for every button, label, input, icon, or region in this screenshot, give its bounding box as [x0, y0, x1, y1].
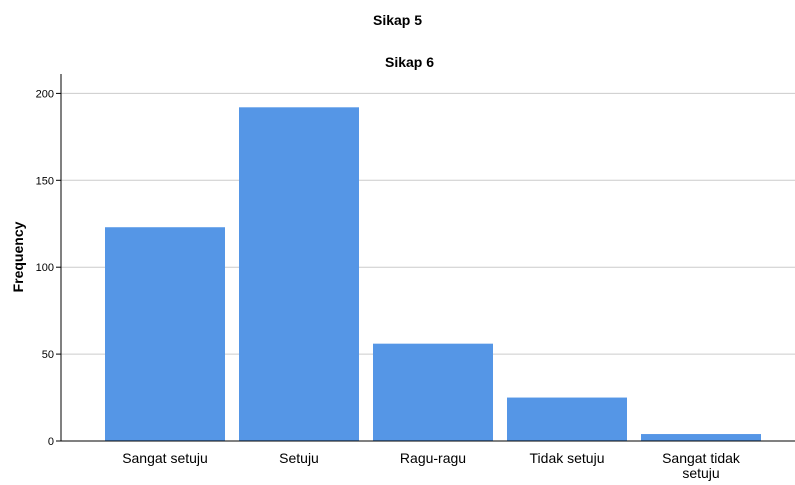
bar	[373, 343, 493, 441]
y-tick-label: 150	[36, 175, 54, 187]
bar	[105, 227, 225, 441]
x-tick-label: Tidak setuju	[530, 450, 605, 466]
page-title: Sikap 5	[372, 12, 423, 28]
bar	[507, 397, 627, 441]
y-tick-label: 0	[48, 436, 54, 448]
y-axis-label: Frequency	[10, 221, 26, 292]
bar	[239, 107, 359, 441]
x-tick-label: Ragu-ragu	[400, 450, 466, 466]
x-tick-label: Sangat tidak	[662, 450, 741, 466]
bars	[105, 107, 761, 441]
bar	[641, 434, 761, 441]
y-tick-label: 100	[36, 262, 54, 274]
x-tick-label: setuju	[682, 465, 719, 481]
x-tick-label: Sangat setuju	[122, 450, 208, 466]
y-tick-label: 50	[42, 349, 54, 361]
chart-title: Sikap 6	[384, 54, 435, 70]
x-tick-labels: Sangat setuju Setuju Ragu-ragu Tidak setuju…	[122, 450, 741, 481]
x-tick-label: Setuju	[279, 450, 319, 466]
y-tick-label: 200	[36, 88, 54, 100]
y-ticks: 0 50 100 150 200	[36, 88, 61, 448]
